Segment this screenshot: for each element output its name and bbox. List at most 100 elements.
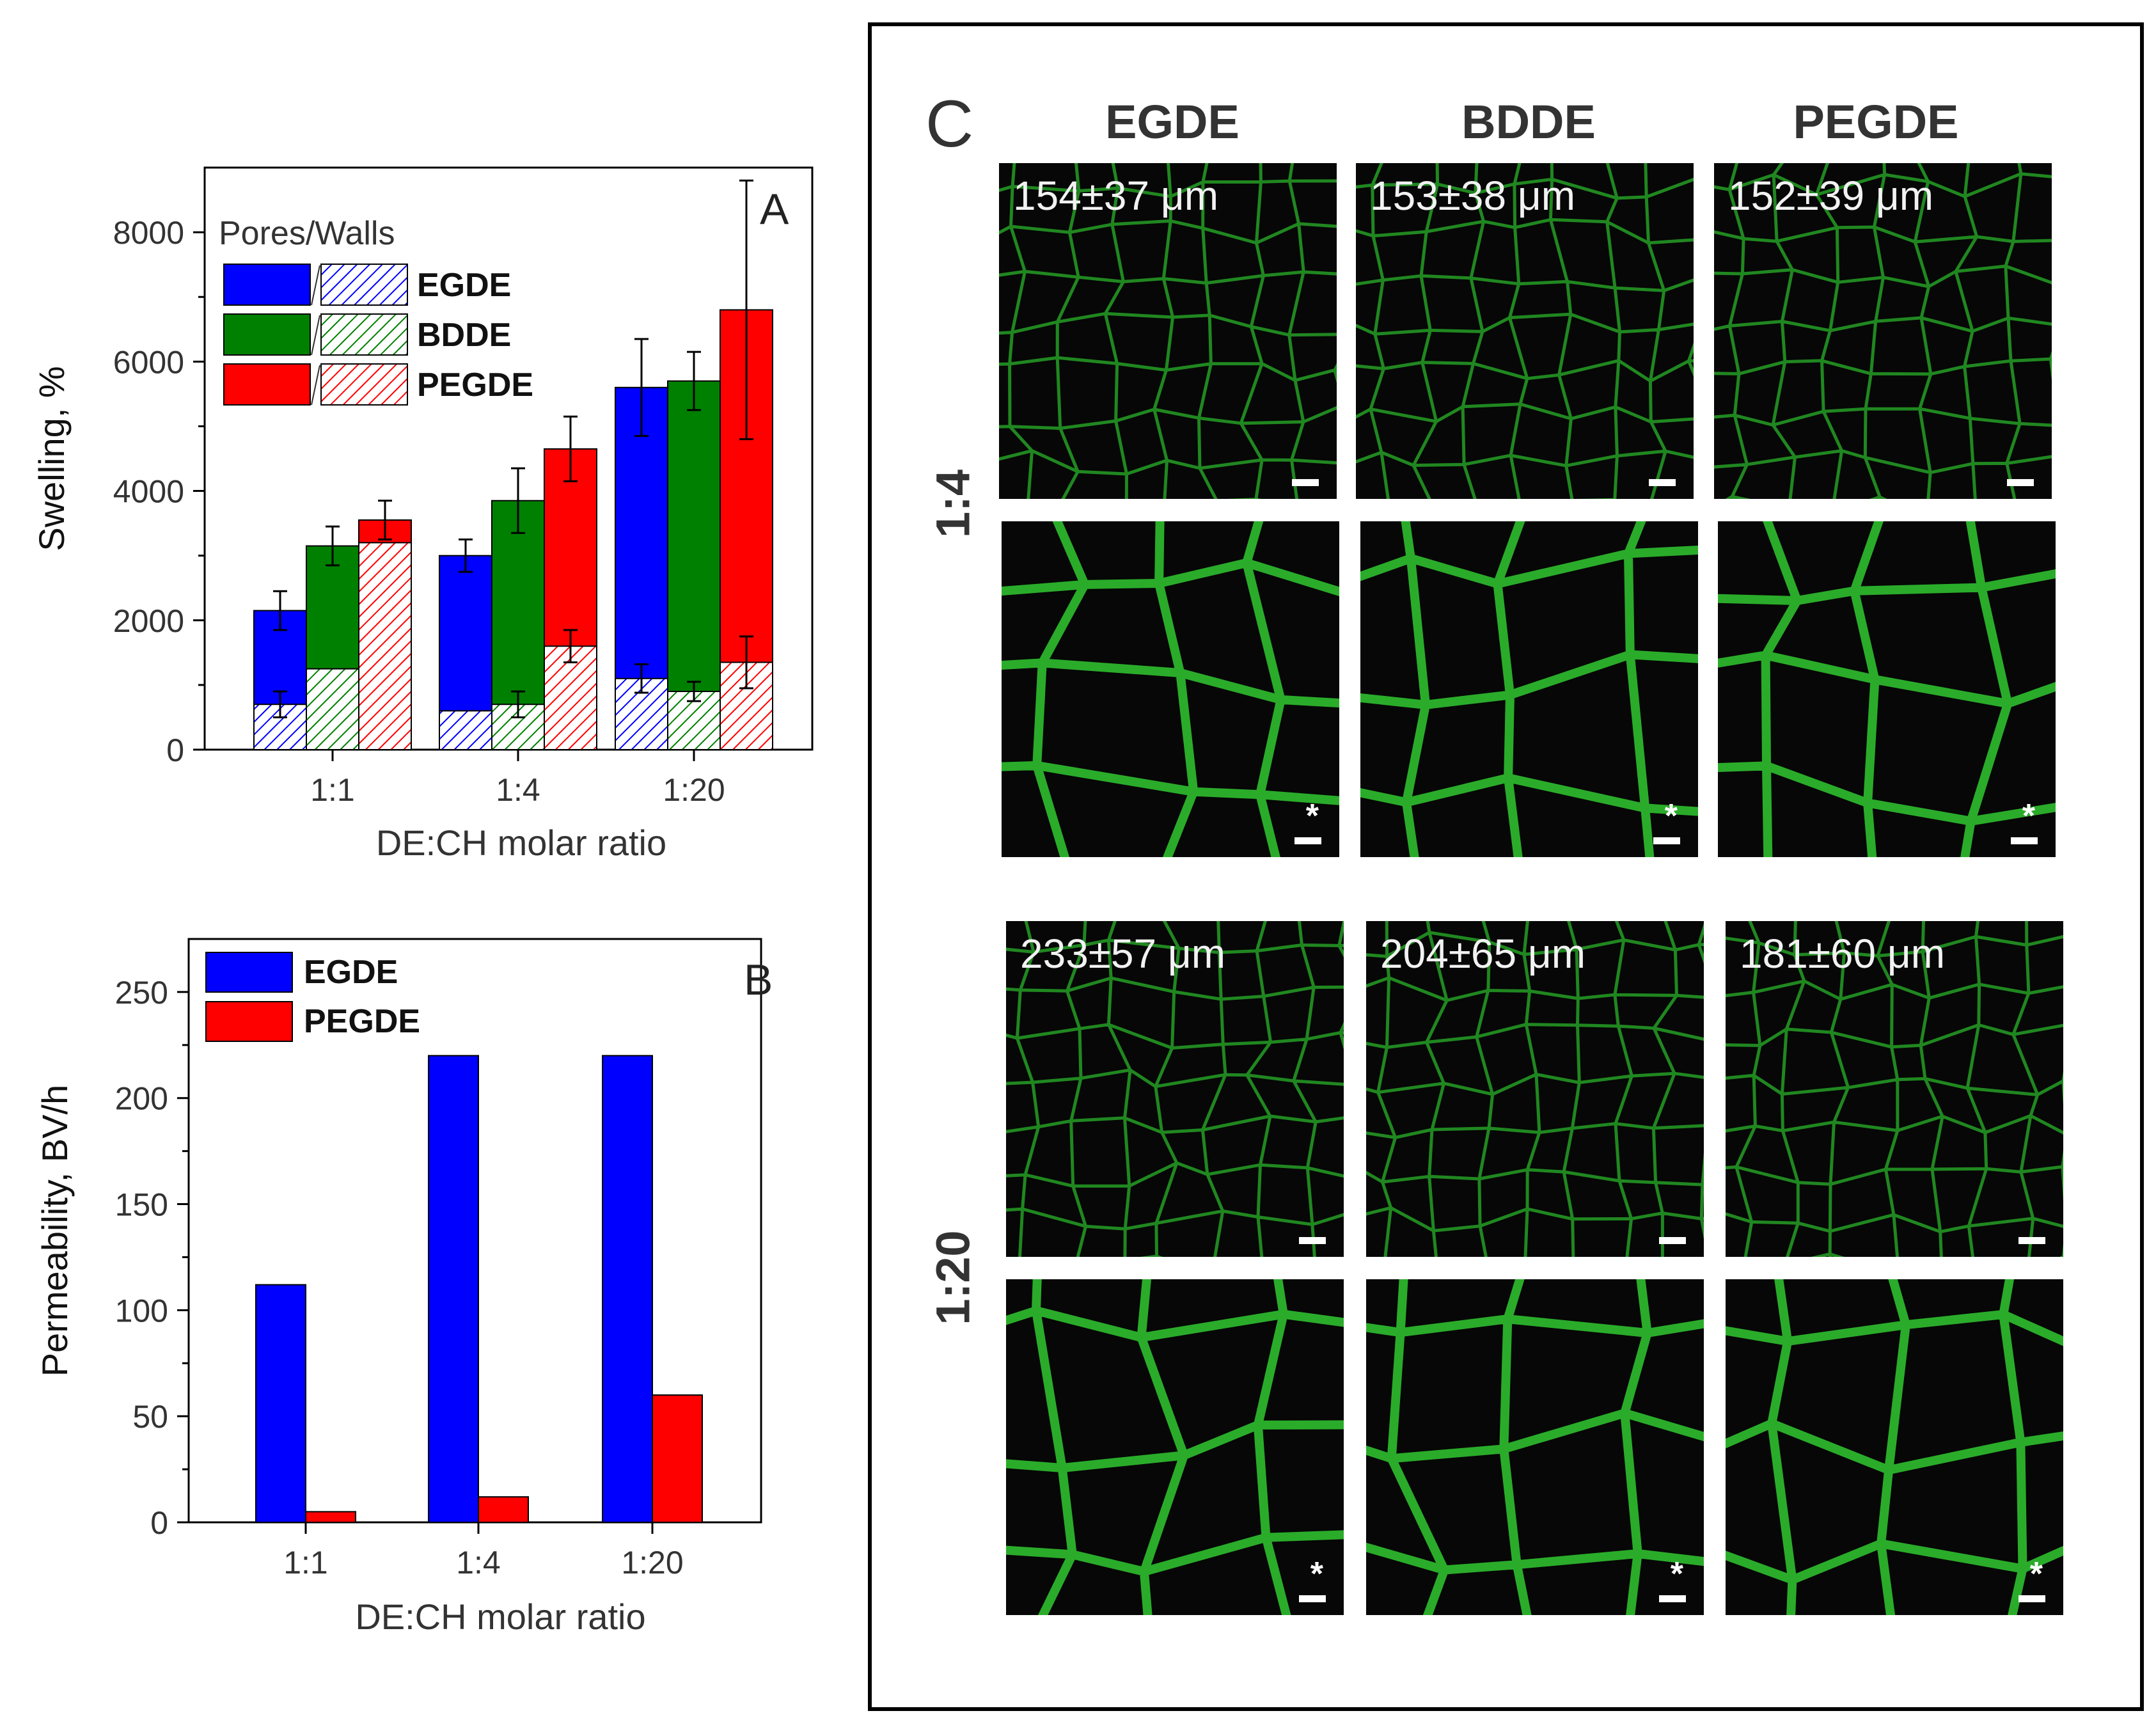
scale-bar <box>2007 479 2034 486</box>
legend-swatch-pores <box>223 264 311 306</box>
row-header-1-4: 1:4 <box>926 469 980 538</box>
legend-label: EGDE <box>304 954 398 991</box>
legend-swatch-pores <box>223 313 311 356</box>
magnified-marker: * <box>1310 1556 1323 1593</box>
pore-size-label: 154±37 μm <box>1013 173 1219 219</box>
scale-bar <box>1659 1595 1686 1602</box>
legend-swatch-walls <box>320 363 408 406</box>
magnified-marker: * <box>1670 1556 1683 1593</box>
y-tick-label: 50 <box>132 1399 168 1435</box>
column-header-pegde: PEGDE <box>1793 95 1959 148</box>
magnified-marker: * <box>1305 798 1319 835</box>
network-texture <box>1718 521 2056 857</box>
y-tick-label: 0 <box>166 732 184 768</box>
y-tick-label: 4000 <box>113 474 184 510</box>
legend-label: BDDE <box>417 317 511 354</box>
micrograph-pegde-1-20-zoom: * <box>1726 1279 2063 1615</box>
bar-egde <box>428 1055 479 1523</box>
scale-bar <box>2011 837 2038 844</box>
legend-title: Pores/Walls <box>219 215 395 252</box>
network-texture <box>1006 921 1344 1257</box>
legend-label: PEGDE <box>417 367 533 404</box>
bar-egde <box>602 1055 653 1523</box>
y-tick-label: 100 <box>115 1293 168 1329</box>
micrograph-pegde-1-4: 152±39 μm <box>1714 163 2052 499</box>
y-tick-label: 2000 <box>113 603 184 639</box>
scale-bar <box>1292 479 1319 486</box>
x-tick-label: 1:20 <box>663 772 725 808</box>
x-axis-label: DE:CH molar ratio <box>376 823 666 863</box>
x-tick-label: 1:20 <box>621 1545 683 1581</box>
micrograph-bdde-1-4-zoom: * <box>1360 521 1698 857</box>
panel-c-frame <box>868 22 2144 1711</box>
scale-bar <box>2018 1595 2045 1602</box>
scale-bar <box>1294 837 1321 844</box>
legend-swatch <box>205 1001 293 1042</box>
bar-walls-pegde <box>358 542 412 750</box>
legend-label: EGDE <box>417 267 511 304</box>
network-texture <box>999 163 1337 499</box>
y-tick-label: 200 <box>115 1081 168 1117</box>
micrograph-egde-1-20: 233±57 μm <box>1006 921 1344 1257</box>
micrograph-pegde-1-20: 181±60 μm <box>1726 921 2063 1257</box>
magnified-marker: * <box>2029 1556 2043 1593</box>
pore-size-label: 153±38 μm <box>1370 173 1576 219</box>
network-texture <box>1714 163 2052 499</box>
y-axis-label: Swelling, % <box>31 366 72 551</box>
y-tick-label: 8000 <box>113 215 184 251</box>
micrograph-bdde-1-20-zoom: * <box>1366 1279 1704 1615</box>
bar-egde <box>255 1284 306 1523</box>
bar-pegde <box>478 1496 529 1523</box>
bar-walls-pegde <box>544 645 597 750</box>
pore-size-label: 152±39 μm <box>1728 173 1934 219</box>
micrograph-egde-1-20-zoom: * <box>1006 1279 1344 1615</box>
x-tick-label: 1:1 <box>310 772 355 808</box>
scale-bar <box>1299 1237 1326 1244</box>
column-header-bdde: BDDE <box>1461 95 1596 148</box>
legend-slash <box>311 365 320 406</box>
scale-bar <box>1659 1237 1686 1244</box>
panel-c-letter: C <box>925 87 974 161</box>
y-tick-label: 150 <box>115 1187 168 1223</box>
y-tick-label: 6000 <box>113 344 184 380</box>
bar-pegde <box>652 1394 703 1523</box>
network-texture <box>1726 1279 2063 1615</box>
micrograph-egde-1-4-zoom: * <box>1002 521 1339 857</box>
bar-walls-bdde <box>306 668 359 750</box>
network-texture <box>1360 521 1698 857</box>
swelling-chart: 0 2000 4000 6000 8000 Swelling, % DE:CH molar … <box>31 166 814 863</box>
legend-slash <box>311 315 320 356</box>
network-texture <box>1366 1279 1704 1615</box>
panel-letter: B <box>744 956 773 1004</box>
micrograph-egde-1-4: 154±37 μm <box>999 163 1337 499</box>
scale-bar <box>1299 1595 1326 1602</box>
legend-slash <box>311 265 320 306</box>
magnified-marker: * <box>2022 798 2035 835</box>
network-texture <box>1726 921 2063 1257</box>
micrograph-bdde-1-20: 204±65 μm <box>1366 921 1704 1257</box>
permeability-chart: 0 50 100 150 200 250 Permeability, BV/h DE:CH m… <box>35 938 773 1637</box>
network-texture <box>1366 921 1704 1257</box>
y-tick-label: 250 <box>115 975 168 1011</box>
row-header-1-20: 1:20 <box>926 1230 980 1325</box>
micrograph-bdde-1-4: 153±38 μm <box>1356 163 1694 499</box>
panel-letter: A <box>760 185 789 233</box>
x-tick-label: 1:1 <box>283 1545 328 1581</box>
micrograph-pegde-1-4-zoom: * <box>1718 521 2056 857</box>
pore-size-label: 181±60 μm <box>1740 931 1946 977</box>
legend-swatch-pores <box>223 363 311 406</box>
pore-size-label: 233±57 μm <box>1020 931 1226 977</box>
network-texture <box>1002 521 1339 857</box>
magnified-marker: * <box>1664 798 1678 835</box>
network-texture <box>1006 1279 1344 1615</box>
x-axis-label: DE:CH molar ratio <box>355 1597 645 1637</box>
network-texture <box>1356 163 1694 499</box>
x-tick-label: 1:4 <box>456 1545 501 1581</box>
legend-label: PEGDE <box>304 1003 420 1040</box>
x-tick-label: 1:4 <box>496 772 540 808</box>
pore-size-label: 204±65 μm <box>1380 931 1586 977</box>
scale-bar <box>1649 479 1676 486</box>
y-tick-label: 0 <box>150 1505 168 1541</box>
legend-swatch-walls <box>320 313 408 356</box>
bar-walls-egde <box>439 710 492 751</box>
